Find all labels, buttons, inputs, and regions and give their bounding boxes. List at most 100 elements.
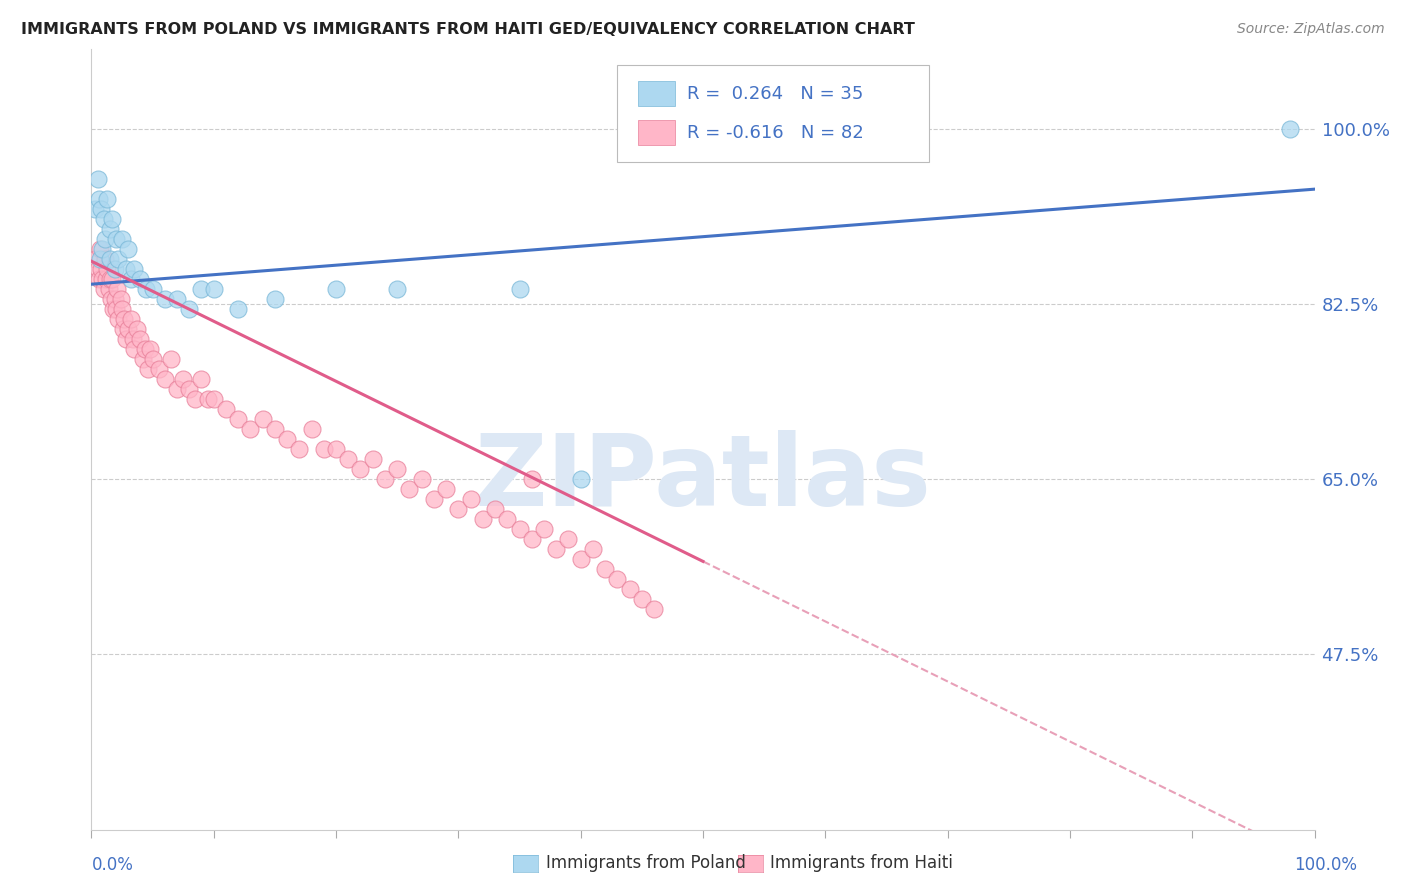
Point bbox=[100, 292, 122, 306]
Point bbox=[264, 422, 287, 436]
Point bbox=[84, 202, 107, 216]
Point bbox=[141, 282, 163, 296]
Point bbox=[533, 522, 555, 536]
Point bbox=[87, 272, 110, 286]
Point bbox=[197, 392, 219, 407]
Point bbox=[288, 442, 311, 457]
Point bbox=[226, 302, 249, 317]
Point bbox=[94, 252, 117, 267]
Point bbox=[337, 452, 360, 467]
Point bbox=[104, 292, 127, 306]
Point bbox=[135, 282, 157, 296]
Bar bbox=[638, 120, 675, 145]
Point bbox=[190, 372, 212, 386]
Point bbox=[301, 422, 323, 436]
Bar bbox=[638, 81, 675, 106]
Point bbox=[93, 212, 115, 227]
Point bbox=[385, 282, 409, 296]
Text: R = -0.616   N = 82: R = -0.616 N = 82 bbox=[688, 124, 863, 142]
Point bbox=[117, 242, 139, 256]
Point bbox=[98, 252, 121, 267]
Point bbox=[202, 282, 225, 296]
Point bbox=[520, 472, 543, 486]
Point bbox=[153, 292, 176, 306]
Point bbox=[631, 592, 654, 607]
Point bbox=[107, 252, 129, 267]
Point bbox=[86, 262, 108, 277]
Text: IMMIGRANTS FROM POLAND VS IMMIGRANTS FROM HAITI GED/EQUIVALENCY CORRELATION CHAR: IMMIGRANTS FROM POLAND VS IMMIGRANTS FRO… bbox=[21, 22, 915, 37]
Point bbox=[546, 542, 568, 557]
Point bbox=[129, 332, 152, 346]
Point bbox=[166, 382, 188, 396]
Point bbox=[101, 212, 124, 227]
Point bbox=[172, 372, 194, 386]
Point bbox=[107, 312, 129, 326]
Point bbox=[471, 512, 494, 526]
Point bbox=[447, 502, 470, 516]
Point bbox=[86, 172, 108, 186]
Point bbox=[484, 502, 506, 516]
Point bbox=[122, 262, 145, 277]
Point bbox=[619, 582, 641, 597]
Point bbox=[312, 442, 335, 457]
Point bbox=[179, 382, 201, 396]
Point bbox=[325, 282, 347, 296]
Point bbox=[349, 462, 371, 476]
Text: ZIPatlas: ZIPatlas bbox=[475, 430, 931, 527]
Point bbox=[132, 352, 155, 367]
Point bbox=[90, 262, 112, 277]
Point bbox=[239, 422, 262, 436]
Point bbox=[104, 232, 127, 246]
Point bbox=[141, 352, 163, 367]
Point bbox=[125, 322, 148, 336]
Point bbox=[104, 302, 127, 317]
Point bbox=[101, 272, 124, 286]
Point bbox=[94, 272, 117, 286]
Point bbox=[87, 192, 110, 206]
Point bbox=[643, 602, 665, 616]
Point bbox=[190, 282, 212, 296]
Point bbox=[91, 242, 114, 256]
Point bbox=[264, 292, 287, 306]
Point bbox=[582, 542, 605, 557]
Point bbox=[569, 472, 592, 486]
Point bbox=[509, 282, 531, 296]
Point bbox=[520, 533, 543, 547]
FancyBboxPatch shape bbox=[617, 65, 929, 162]
Point bbox=[139, 343, 162, 357]
Point bbox=[89, 252, 111, 267]
Point bbox=[114, 262, 136, 277]
Point bbox=[569, 552, 592, 566]
Point bbox=[122, 343, 145, 357]
Text: 100.0%: 100.0% bbox=[1294, 856, 1357, 874]
Point bbox=[105, 282, 128, 296]
Point bbox=[215, 402, 238, 417]
Point bbox=[252, 412, 274, 426]
Point bbox=[112, 312, 135, 326]
Point bbox=[179, 302, 201, 317]
Point bbox=[153, 372, 176, 386]
Point bbox=[398, 483, 420, 497]
Point bbox=[460, 492, 482, 507]
Point bbox=[606, 573, 628, 587]
Point bbox=[276, 433, 298, 447]
Point bbox=[96, 262, 118, 277]
Point bbox=[434, 483, 457, 497]
Point bbox=[94, 232, 117, 246]
Point bbox=[111, 302, 134, 317]
Point bbox=[361, 452, 384, 467]
Point bbox=[90, 202, 112, 216]
Text: Source: ZipAtlas.com: Source: ZipAtlas.com bbox=[1237, 22, 1385, 37]
Point bbox=[98, 272, 121, 286]
Point bbox=[89, 242, 111, 256]
Point bbox=[129, 272, 152, 286]
Point bbox=[91, 272, 114, 286]
Point bbox=[136, 362, 159, 376]
Point bbox=[374, 472, 396, 486]
Point bbox=[120, 272, 142, 286]
Point bbox=[496, 512, 519, 526]
Point bbox=[120, 312, 142, 326]
Point bbox=[112, 322, 135, 336]
Point bbox=[111, 232, 134, 246]
Point bbox=[385, 462, 409, 476]
